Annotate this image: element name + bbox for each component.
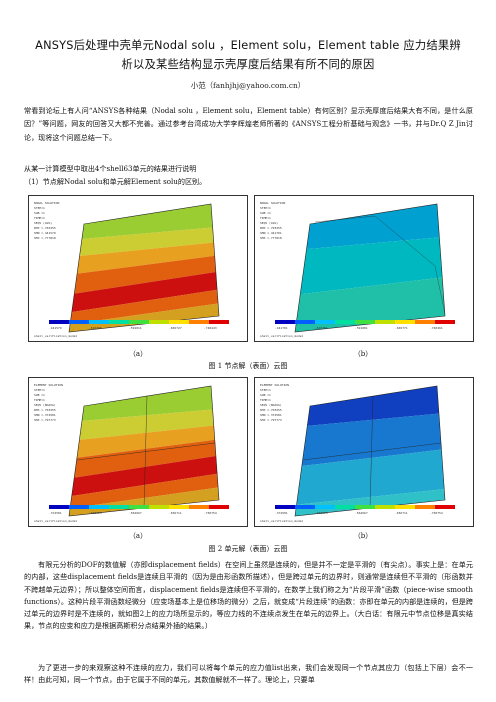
f1a-h0: NODAL SOLUTION [34,201,59,205]
figure1b-legend: .441701 .516391 .591081 .665771 .740461 … [260,320,455,338]
f2a-h6: SMN =.374581 [34,413,56,417]
f1b-l4: .740461 [430,326,443,330]
title-line-1: ANSYS后处理中壳单元Nodal solu ，Element solu，Ele… [35,39,461,52]
figure1b-header: NODAL SOLUTION STEP=1 SUB =1 TIME=1 SEQV… [260,201,285,240]
f1b-h4: SEQV (AVG) [260,221,278,225]
f1a-l1: .516295 [89,326,102,330]
f1b-h2: SUB =1 [260,211,271,215]
figure1a-contour [69,204,219,332]
f2b-h0: ELEMENT SOLUTION [260,383,289,387]
f2a-l0: .374581 [49,511,62,515]
figure2a-header: ELEMENT SOLUTION STEP=1 SUB =1 TIME=1 SE… [34,383,63,422]
f2b-h1: STEP=1 [260,388,271,392]
f1b-l3: .665771 [395,326,408,330]
f2a-footer: shell_verification_model [34,519,78,523]
f1b-h7: SMX =.777818 [260,236,282,240]
f1b-h0: NODAL SOLUTION [260,201,285,205]
f1a-h5: DMX =.703255 [34,226,56,230]
f2b-footer: shell_verification_model [260,519,304,523]
f1a-h4: SEQV (AVG) [34,221,52,225]
f1a-l2: .591011 [129,326,142,330]
f1b-h6: SMN =.441701 [260,231,282,235]
f2a-h2: SUB =1 [34,393,45,397]
f1a-h7: SMX =.777818 [34,236,56,240]
f2a-h7: SMX =.797773 [34,418,56,422]
body-paragraph-1: 有限元分析的DOF的数值解（亦即displacement fields）在空间上… [24,560,473,631]
figure1b-contour [295,204,445,332]
figure2a-legend: .374581 .468624 .562667 .656711 .750754 … [34,505,229,523]
figure1a-legend: .441579 .516295 .591011 .665727 .740443 … [34,320,229,338]
f2b-h6: SMN =.374581 [260,413,282,417]
figure1-sub-b: （b） [353,350,373,358]
f2b-l4: .750754 [430,511,443,515]
f1b-footer: shell_verification_model [260,334,304,338]
f1a-h6: SMN =.441579 [34,231,56,235]
figure2-caption: 图 2 单元解（表面）云图 [208,545,288,553]
f2b-h4: SEQV (NOAVG) [260,403,282,407]
f2b-h5: DMX =.703255 [260,408,282,412]
figure2-panel-a: ELEMENT SOLUTION STEP=1 SUB =1 TIME=1 SE… [28,377,248,527]
f1a-footer: shell_verification_model [34,334,78,338]
f2b-l0: .374581 [275,511,288,515]
body-paragraph-2: 为了更进一步的来观察这种不连续的应力，我们可以将每个单元的应力值list出来，我… [24,663,473,685]
figure1a-header: NODAL SOLUTION STEP=1 SUB =1 TIME=1 SEQV… [34,201,59,240]
figure2b-header: ELEMENT SOLUTION STEP=1 SUB =1 TIME=1 SE… [260,383,289,422]
figure2-panel-b: ELEMENT SOLUTION STEP=1 SUB =1 TIME=1 SE… [254,377,474,527]
f1b-l2: .591081 [355,326,368,330]
figure1-panel-b: NODAL SOLUTION STEP=1 SUB =1 TIME=1 SEQV… [254,195,474,342]
f1b-l0: .441701 [275,326,288,330]
f2a-l1: .468624 [89,511,102,515]
f1b-h1: STEP=1 [260,206,271,210]
title-line-2: 析以及某些结构显示壳厚度后结果有所不同的原因 [121,58,375,71]
f1a-h1: STEP=1 [34,206,45,210]
f2b-l1: .468624 [315,511,328,515]
f1a-l0: .441579 [49,326,62,330]
f2b-l2: .562667 [355,511,368,515]
figure2-sub-a: （a） [128,532,148,540]
f1b-h3: TIME=1 [260,216,271,220]
f1a-h2: SUB =1 [34,211,45,215]
section-line-2: （1）节点解Nodal solu和单元解Element solu的区别。 [24,177,207,186]
figure1-panel-a: NODAL SOLUTION STEP=1 SUB =1 TIME=1 SEQV… [28,195,248,342]
f2a-h4: SEQV (NOAVG) [34,403,56,407]
f2a-h1: STEP=1 [34,388,45,392]
f1b-l1: .516391 [315,326,328,330]
f1a-h3: TIME=1 [34,216,45,220]
f1a-l4: .740443 [204,326,217,330]
figure2b-legend: .374581 .468624 .562667 .656711 .750754 … [260,505,455,523]
f2b-h7: SMX =.797773 [260,418,282,422]
figure1-sub-a: （a） [128,350,148,358]
f2a-h3: TIME=1 [34,398,45,402]
f2a-l3: .656711 [169,511,182,515]
f2a-l2: .562667 [129,511,142,515]
f1b-h5: DMX =.703255 [260,226,282,230]
f2b-h3: TIME=1 [260,398,271,402]
intro-paragraph: 常看到论坛上有人问“ANSYS各种结果（Nodal solu ，Element … [24,106,473,142]
f1a-l3: .665727 [169,326,182,330]
figure2-sub-b: （b） [353,532,373,540]
figure1-caption: 图 1 节点解（表面）云图 [208,362,288,370]
author-line: 小范（fanhjhj@yahoo.com.cn） [190,81,306,90]
f2b-l3: .656711 [395,511,408,515]
f2a-h0: ELEMENT SOLUTION [34,383,63,387]
section-line-1: 从某一计算模型中取出4个shell63单元的结果进行说明 [24,164,197,173]
f2a-h5: DMX =.703255 [34,408,56,412]
f2b-h2: SUB =1 [260,393,271,397]
f2a-l4: .750754 [204,511,217,515]
